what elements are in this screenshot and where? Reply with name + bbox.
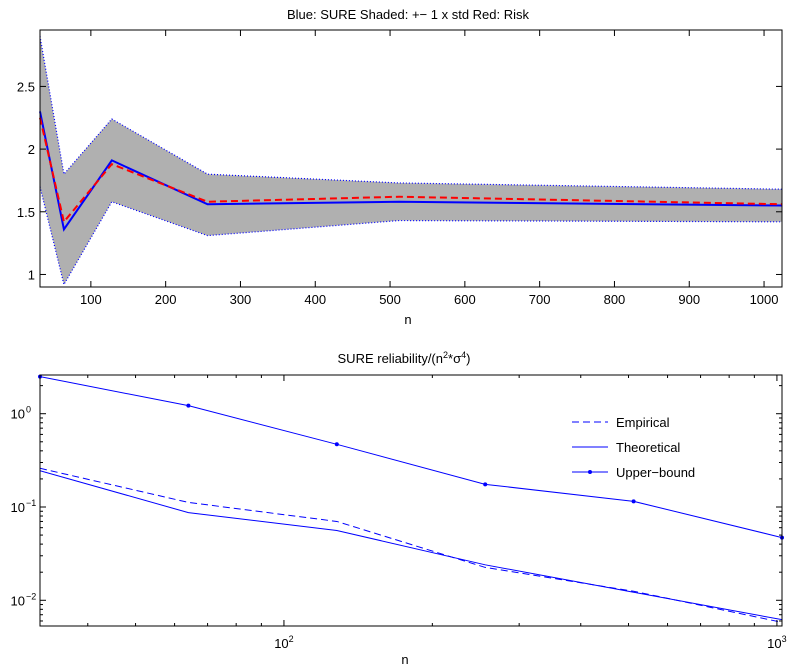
band-upper-line	[39, 36, 783, 190]
top-plot-frame	[39, 29, 783, 288]
legend-label-2: Upper−bound	[616, 465, 695, 480]
x-tick-label: 700	[529, 292, 551, 307]
top-chart: 100 200 300 400 500 600 700 800 900 1000 1 1.5 2 2.5	[17, 29, 783, 307]
x-tick-label: 500	[379, 292, 401, 307]
y-tick-label: 1.5	[17, 205, 35, 220]
legend-label-0: Empirical	[616, 415, 670, 430]
x-tick-label: 100	[80, 292, 102, 307]
y-tick-label: 10	[11, 407, 25, 422]
y-tick-label: 2.5	[17, 79, 35, 94]
top-chart-xlabel: n	[404, 312, 411, 327]
x-tick-label: 600	[454, 292, 476, 307]
bottom-plot-frame	[39, 374, 783, 627]
x-tick-label: 1000	[750, 292, 779, 307]
x-tick-label: 900	[678, 292, 700, 307]
y-tick-label: 10	[11, 500, 25, 515]
y-tick-label: 1	[28, 267, 35, 282]
y-tick-exponent: −1	[26, 498, 36, 508]
upper-bound-marker	[334, 442, 339, 447]
legend-label-1: Theoretical	[616, 440, 680, 455]
x-tick-label: 102	[274, 634, 293, 651]
x-tick-label: 200	[155, 292, 177, 307]
upper-bound-marker	[483, 482, 488, 487]
series-line-2	[40, 376, 782, 539]
x-tick-label: 103	[767, 634, 786, 651]
y-tick-exponent: 0	[26, 405, 31, 415]
risk-line	[39, 117, 783, 225]
x-tick-label: 300	[230, 292, 252, 307]
x-tick-label: 800	[604, 292, 626, 307]
y-tick-label: 2	[28, 142, 35, 157]
bottom-chart-xlabel: n	[401, 652, 408, 667]
std-band	[40, 36, 782, 285]
upper-bound-marker	[186, 403, 191, 408]
y-tick-exponent: −2	[26, 591, 36, 601]
legend-marker	[588, 470, 592, 474]
series-line-1	[40, 470, 782, 621]
x-tick-label: 400	[304, 292, 326, 307]
bottom-chart-title: SURE reliability/(n2*σ4)	[338, 350, 471, 366]
top-chart-title: Blue: SURE Shaded: +− 1 x std Red: Risk	[287, 7, 530, 22]
upper-bound-marker	[631, 499, 636, 504]
y-tick-label: 10	[11, 593, 25, 608]
